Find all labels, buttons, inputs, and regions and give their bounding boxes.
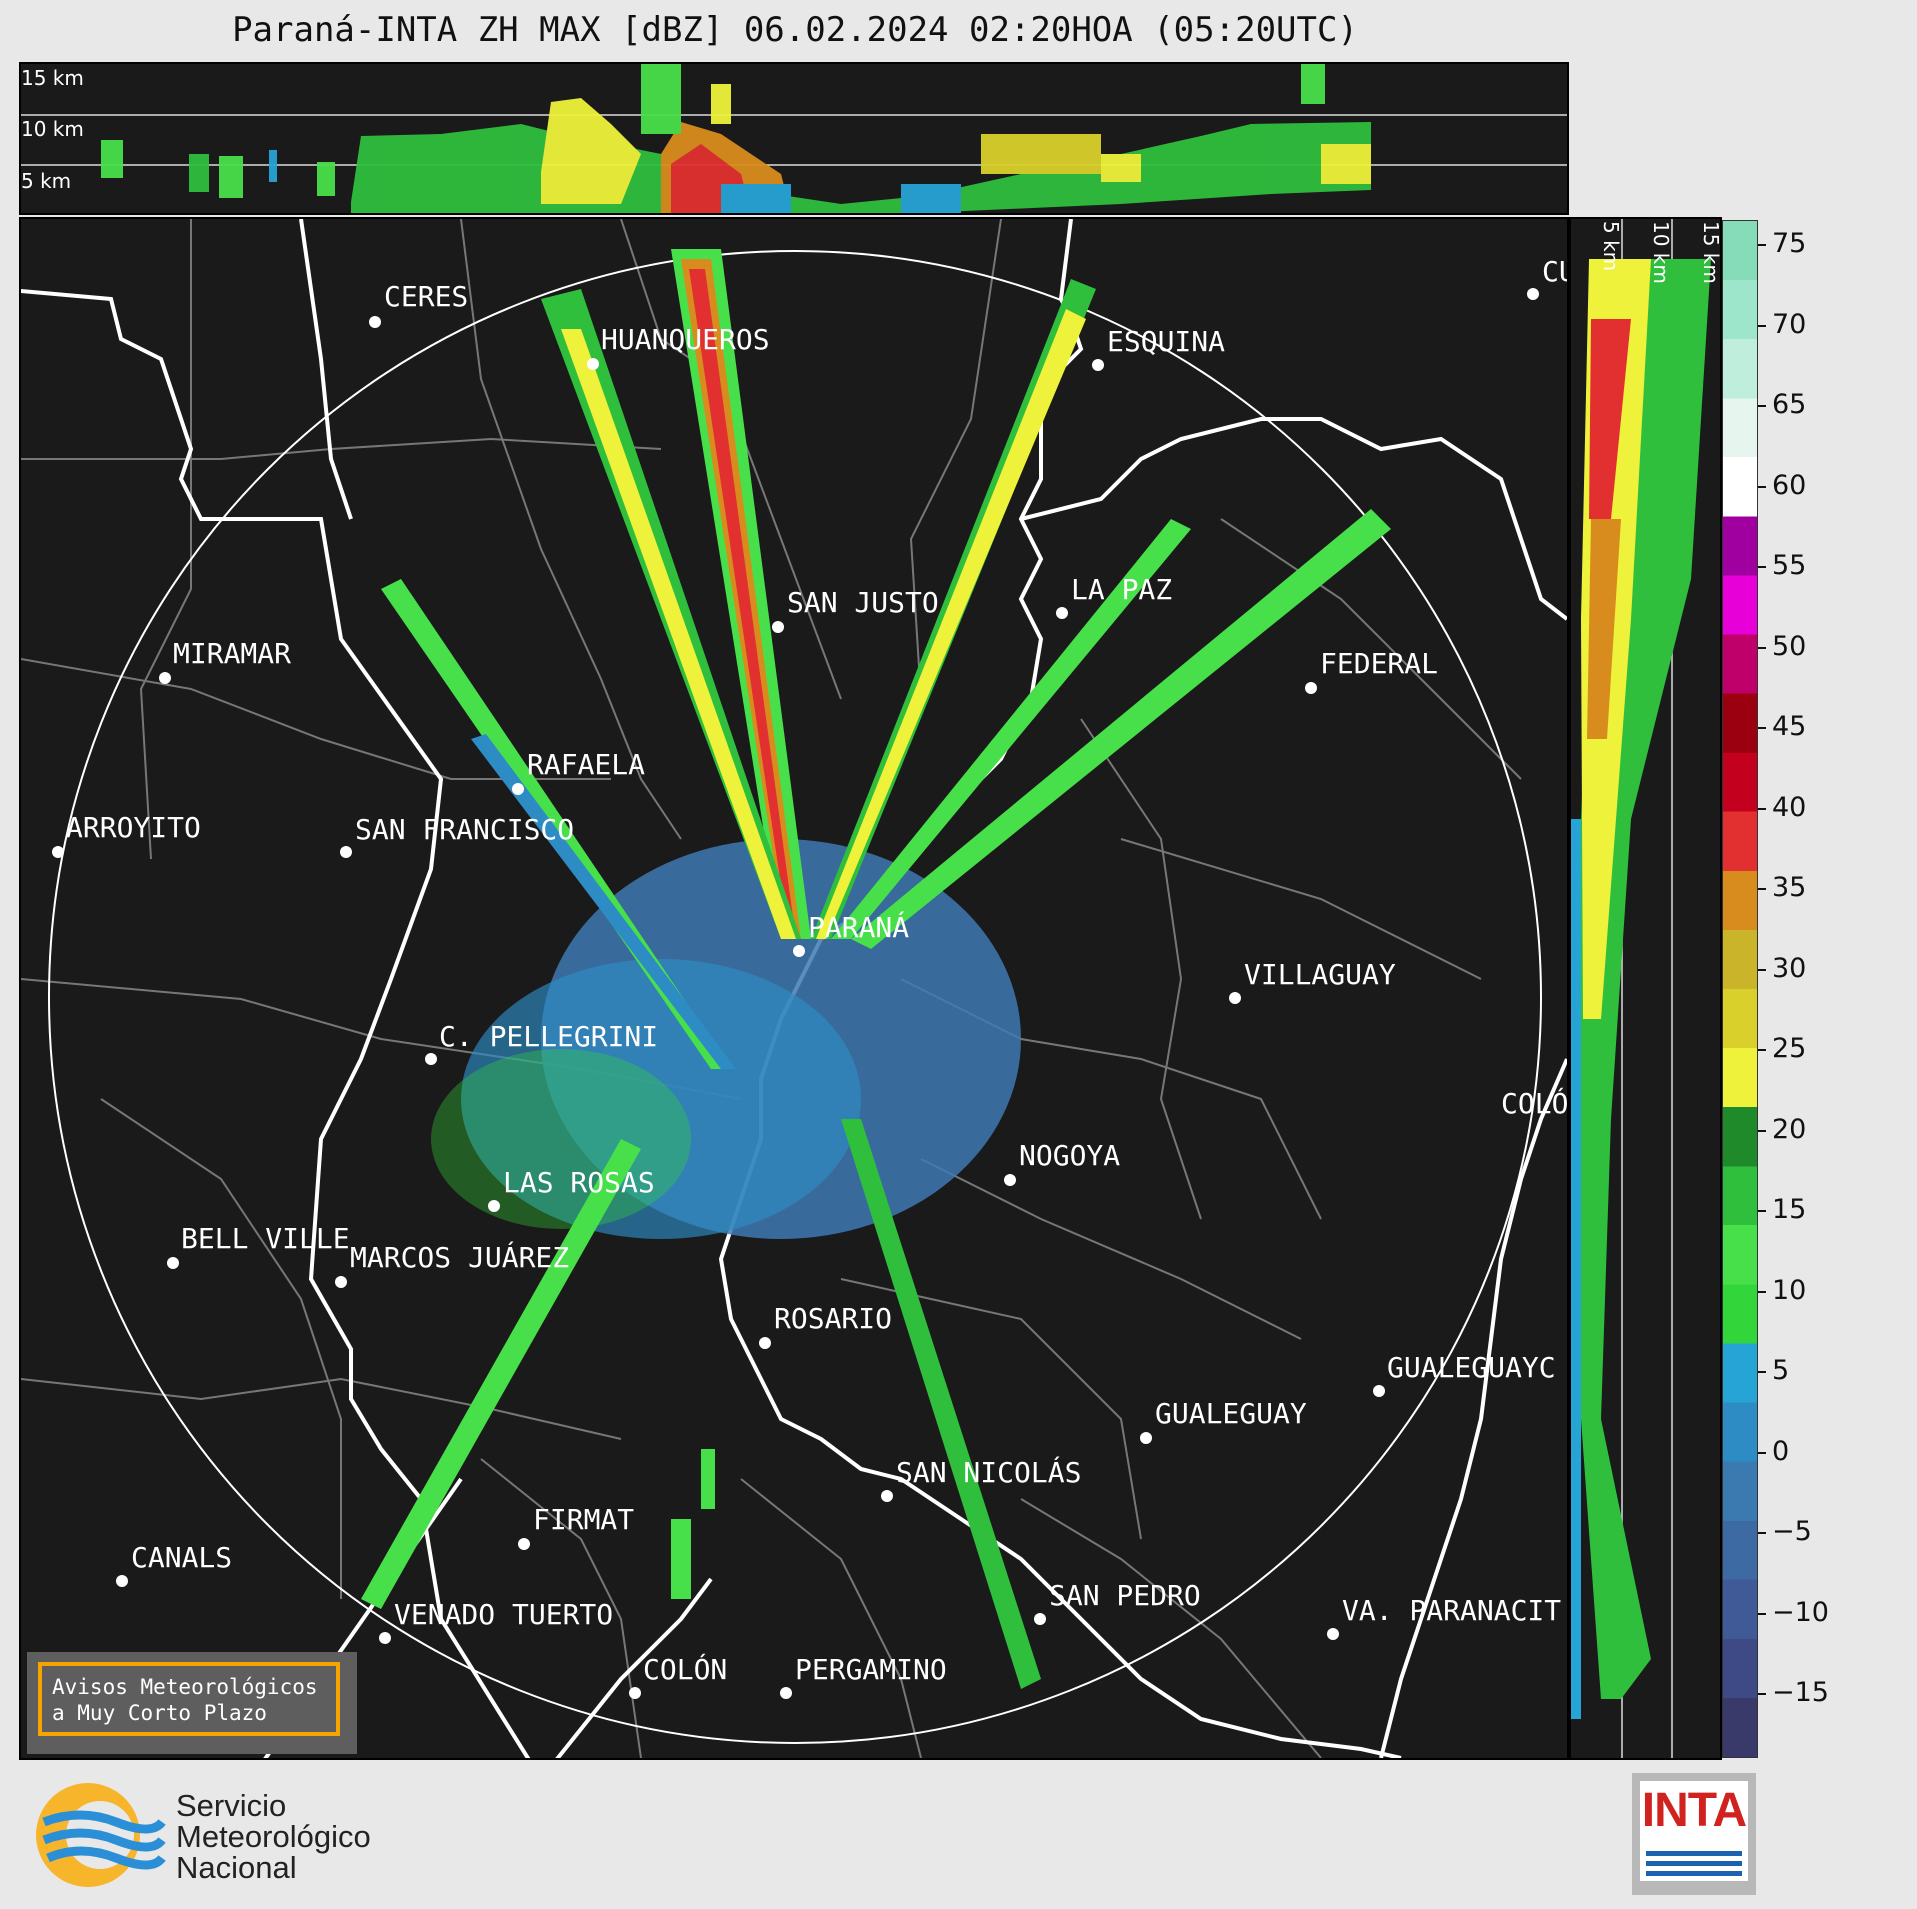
city-label: FIRMAT — [533, 1503, 635, 1536]
reflectivity-colorbar — [1722, 220, 1758, 1758]
radar-map[interactable]: CERES HUANQUEROS ESQUINA CU SAN JUSTO LA… — [19, 217, 1569, 1760]
city-label: FEDERAL — [1320, 647, 1439, 680]
city-label: CERES — [384, 280, 469, 313]
city-dot — [425, 1053, 437, 1065]
city-dot — [1092, 359, 1104, 371]
city-dot — [772, 621, 784, 633]
colorbar-tick-label: 45 — [1772, 711, 1807, 742]
city-label: GUALEGUAYC — [1387, 1351, 1556, 1384]
city-dot — [159, 672, 171, 684]
city-dot — [379, 1632, 391, 1644]
city-label: VILLAGUAY — [1244, 958, 1396, 991]
city-label: PERGAMINO — [795, 1653, 947, 1686]
colorbar-tick-label: −5 — [1772, 1516, 1812, 1547]
city-label: VA. PARANACIT — [1342, 1594, 1562, 1627]
smn-line2: Meteorológico — [176, 1819, 371, 1854]
smn-logo: Servicio Meteorológico Nacional — [30, 1778, 450, 1892]
city-dot — [1305, 682, 1317, 694]
aviso-line2: a Muy Corto Plazo — [52, 1701, 267, 1725]
city-label: CANALS — [131, 1541, 233, 1574]
city-dot — [1034, 1613, 1046, 1625]
colorbar-tick-label: 60 — [1772, 469, 1807, 501]
colorbar-tick-label: 75 — [1772, 228, 1807, 259]
colorbar-tick-label: 25 — [1772, 1033, 1807, 1064]
city-label: GUALEGUAY — [1155, 1397, 1307, 1430]
colorbar-tick-label: 0 — [1772, 1435, 1790, 1467]
city-dot — [518, 1538, 530, 1550]
city-label: RAFAELA — [527, 748, 646, 781]
city-label: MARCOS JUÁREZ — [350, 1241, 570, 1274]
city-dot — [881, 1490, 893, 1502]
colorbar-tick-label: 5 — [1772, 1355, 1790, 1386]
city-dot — [1229, 992, 1241, 1004]
city-label: SAN JUSTO — [787, 586, 939, 619]
top-xsec-label-5km: 5 km — [21, 169, 72, 193]
colorbar-tick-label: 50 — [1772, 630, 1807, 662]
city-dot — [369, 316, 381, 328]
city-dot — [587, 358, 599, 370]
colorbar-tick-label: 10 — [1772, 1274, 1807, 1306]
city-dot — [167, 1257, 179, 1269]
city-dot — [629, 1687, 641, 1699]
right-xsec-label-15km: 15 km — [1699, 221, 1723, 284]
city-label: VENADO TUERTO — [394, 1598, 614, 1631]
aviso-line1: Avisos Meteorológicos — [52, 1675, 318, 1699]
city-dot — [1327, 1628, 1339, 1640]
city-dot — [1140, 1432, 1152, 1444]
city-dot — [52, 846, 64, 858]
city-dot — [116, 1575, 128, 1587]
right-xsec-label-10km: 10 km — [1649, 221, 1673, 284]
inta-logo: INTA — [1632, 1773, 1756, 1895]
top-xsec-label-15km: 15 km — [21, 66, 84, 90]
city-dot — [488, 1200, 500, 1212]
city-dot — [340, 846, 352, 858]
top-cross-section: 15 km 10 km 5 km — [19, 62, 1569, 215]
city-label: HUANQUEROS — [601, 323, 770, 356]
city-label: LAS ROSAS — [503, 1166, 655, 1199]
city-label: C. PELLEGRINI — [439, 1020, 659, 1053]
colorbar-tick-label: −15 — [1772, 1677, 1829, 1708]
city-label: MIRAMAR — [173, 637, 292, 670]
colorbar-tick-label: −10 — [1772, 1596, 1829, 1628]
colorbar-tick-label: 40 — [1772, 791, 1807, 823]
colorbar-tick-label: 15 — [1772, 1194, 1807, 1225]
city-label: COLÓ — [1501, 1087, 1569, 1120]
city-label: PARANÁ — [808, 911, 910, 944]
city-dot — [1373, 1385, 1385, 1397]
colorbar-tick-label: 70 — [1772, 308, 1807, 340]
smn-line3: Nacional — [176, 1850, 297, 1885]
city-label: CU — [1542, 255, 1567, 288]
inta-logo-text: INTA — [1641, 1784, 1747, 1837]
colorbar-tick-label: 65 — [1772, 389, 1807, 420]
city-dot — [335, 1276, 347, 1288]
city-label: COLÓN — [643, 1653, 728, 1686]
city-label: LA PAZ — [1071, 573, 1173, 606]
city-label: NOGOYA — [1019, 1139, 1121, 1172]
city-label: SAN FRANCISCO — [355, 813, 575, 846]
colorbar-tick-label: 35 — [1772, 872, 1807, 903]
city-label: ARROYITO — [66, 811, 201, 844]
map-title: Paraná-INTA ZH MAX [dBZ] 06.02.2024 02:2… — [232, 10, 1358, 50]
right-cross-section: 5 km 10 km 15 km — [1569, 217, 1723, 1760]
city-dot — [780, 1687, 792, 1699]
city-label: ESQUINA — [1107, 325, 1226, 358]
city-dot — [512, 783, 524, 795]
radar-site-dot — [793, 945, 805, 957]
city-label: BELL VILLE — [181, 1222, 350, 1255]
city-dot — [759, 1337, 771, 1349]
city-dot — [1527, 288, 1539, 300]
colorbar-tick-label: 20 — [1772, 1113, 1807, 1145]
city-dot — [1004, 1174, 1016, 1186]
city-label: SAN PEDRO — [1049, 1579, 1201, 1612]
smn-line1: Servicio — [176, 1788, 287, 1823]
aviso-box: Avisos Meteorológicos a Muy Corto Plazo — [27, 1652, 357, 1754]
city-label: SAN NICOLÁS — [896, 1456, 1082, 1489]
top-xsec-label-10km: 10 km — [21, 117, 84, 141]
city-dot — [1056, 607, 1068, 619]
colorbar-tick-label: 30 — [1772, 952, 1807, 984]
colorbar-tick-label: 55 — [1772, 550, 1807, 581]
right-xsec-label-5km: 5 km — [1599, 221, 1623, 272]
city-label: ROSARIO — [774, 1302, 893, 1335]
